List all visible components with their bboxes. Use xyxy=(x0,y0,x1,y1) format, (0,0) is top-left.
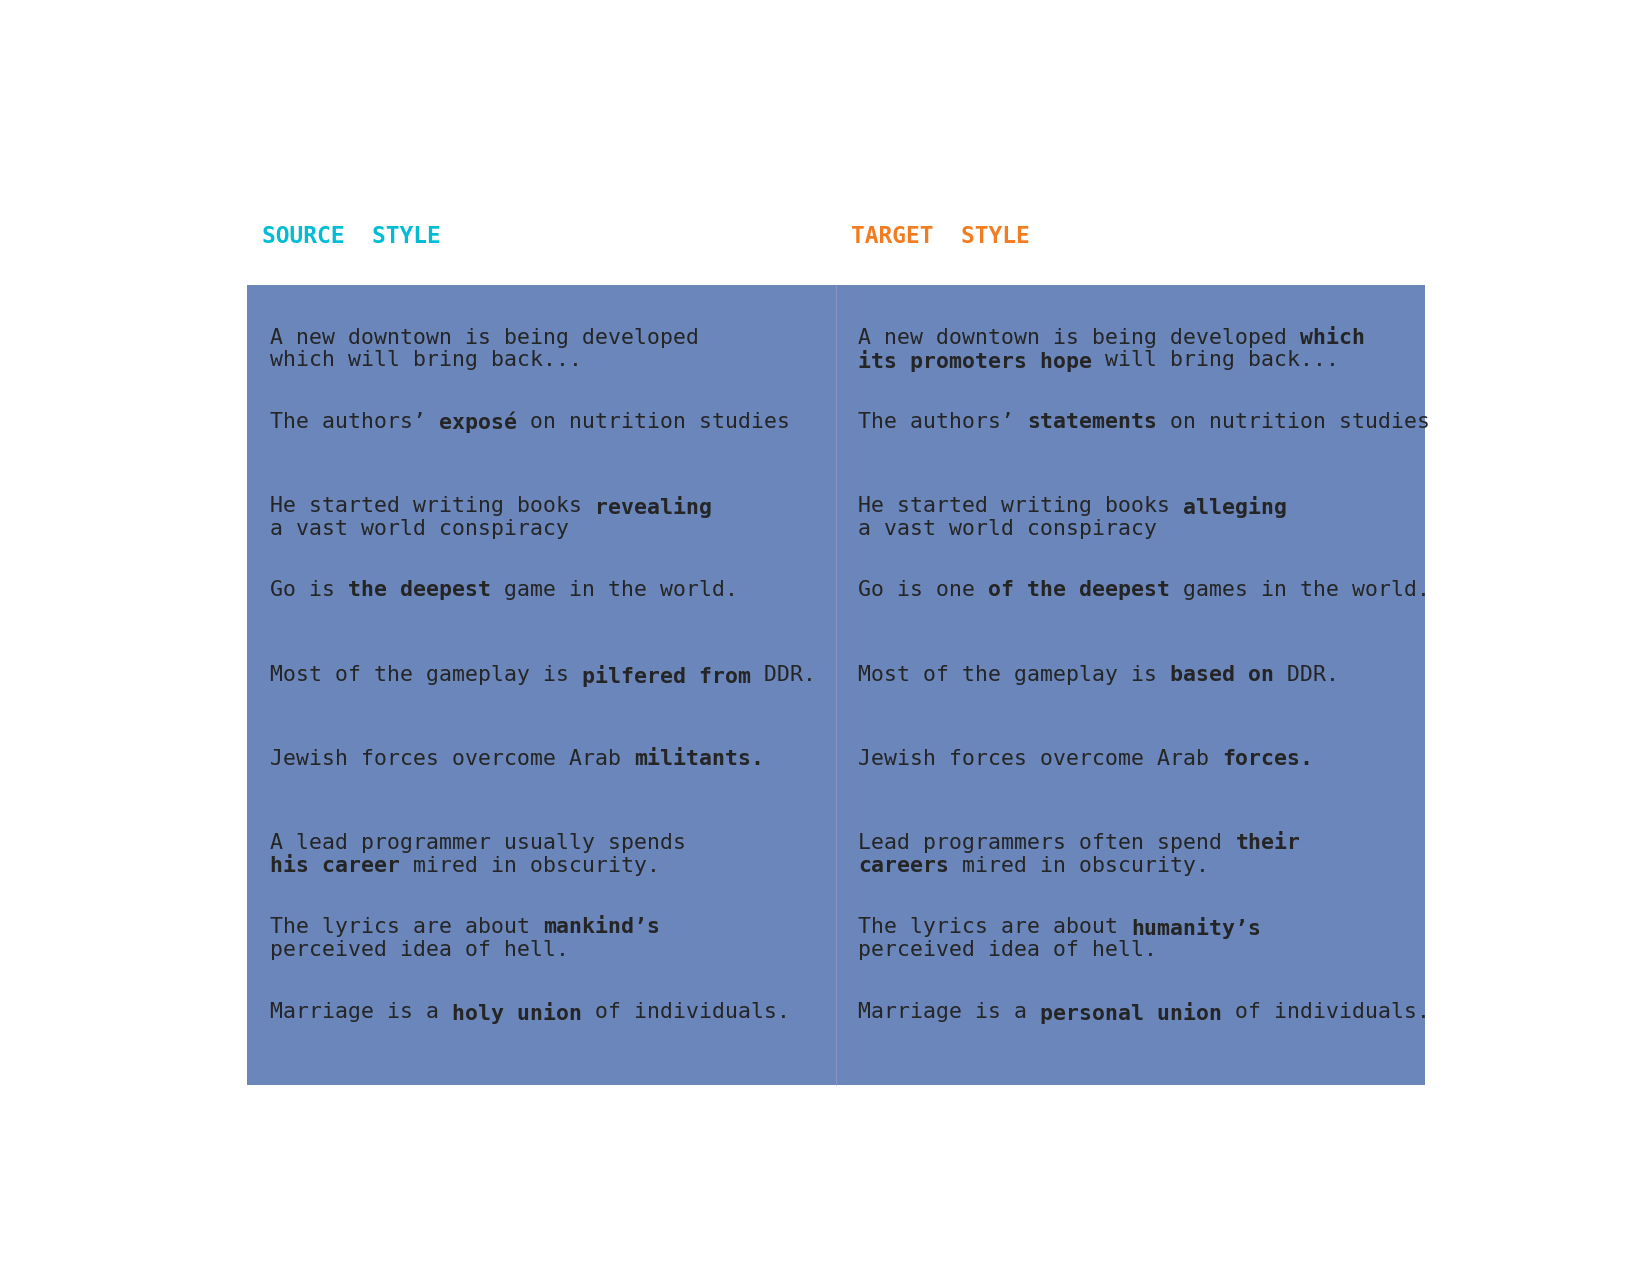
Text: personal union: personal union xyxy=(1040,1001,1222,1024)
Text: game in the world.: game in the world. xyxy=(491,580,738,600)
Text: pilfered from: pilfered from xyxy=(581,665,751,687)
Text: of individuals.: of individuals. xyxy=(1222,1001,1430,1021)
Text: on nutrition studies: on nutrition studies xyxy=(517,412,790,433)
Text: a vast world conspiracy: a vast world conspiracy xyxy=(269,518,568,538)
Text: DDR.: DDR. xyxy=(1273,665,1338,685)
Text: Most of the gameplay is: Most of the gameplay is xyxy=(858,665,1170,685)
Text: SOURCE  STYLE: SOURCE STYLE xyxy=(263,226,441,248)
Text: He started writing books: He started writing books xyxy=(858,496,1183,516)
Text: which: which xyxy=(1299,328,1364,348)
FancyBboxPatch shape xyxy=(246,285,1425,1086)
Text: Go is: Go is xyxy=(269,580,348,600)
Text: revealing: revealing xyxy=(594,496,712,518)
Text: The authors’: The authors’ xyxy=(858,412,1027,433)
Text: He started writing books: He started writing books xyxy=(269,496,594,516)
Text: Marriage is a: Marriage is a xyxy=(269,1001,452,1021)
Text: The lyrics are about: The lyrics are about xyxy=(269,918,542,937)
Text: exposé: exposé xyxy=(439,412,517,434)
Text: of the deepest: of the deepest xyxy=(987,580,1170,600)
Text: mired in obscurity.: mired in obscurity. xyxy=(400,856,659,875)
Text: militants.: militants. xyxy=(633,749,764,769)
Text: TARGET  STYLE: TARGET STYLE xyxy=(850,226,1028,248)
Text: Jewish forces overcome Arab: Jewish forces overcome Arab xyxy=(269,749,633,769)
Text: mired in obscurity.: mired in obscurity. xyxy=(948,856,1209,875)
Text: perceived idea of hell.: perceived idea of hell. xyxy=(269,939,568,960)
Text: Most of the gameplay is: Most of the gameplay is xyxy=(269,665,581,685)
Text: Marriage is a: Marriage is a xyxy=(858,1001,1040,1021)
Text: A new downtown is being developed: A new downtown is being developed xyxy=(269,328,698,348)
Text: humanity’s: humanity’s xyxy=(1131,918,1260,939)
Text: of individuals.: of individuals. xyxy=(581,1001,790,1021)
Text: will bring back...: will bring back... xyxy=(1092,351,1338,369)
Text: statements: statements xyxy=(1027,412,1157,433)
Text: Jewish forces overcome Arab: Jewish forces overcome Arab xyxy=(858,749,1222,769)
Text: their: their xyxy=(1235,834,1299,854)
Text: based on: based on xyxy=(1170,665,1273,685)
Text: Go is one: Go is one xyxy=(858,580,987,600)
Text: alleging: alleging xyxy=(1183,496,1286,518)
Text: perceived idea of hell.: perceived idea of hell. xyxy=(858,939,1157,960)
Text: holy union: holy union xyxy=(452,1001,581,1024)
Text: mankind’s: mankind’s xyxy=(542,918,659,937)
Text: on nutrition studies: on nutrition studies xyxy=(1157,412,1430,433)
Text: A lead programmer usually spends: A lead programmer usually spends xyxy=(269,834,685,854)
Text: A new downtown is being developed: A new downtown is being developed xyxy=(858,328,1299,348)
Text: which will bring back...: which will bring back... xyxy=(269,351,581,369)
Text: forces.: forces. xyxy=(1222,749,1312,769)
Text: Lead programmers often spend: Lead programmers often spend xyxy=(858,834,1235,854)
Text: games in the world.: games in the world. xyxy=(1170,580,1430,600)
Text: careers: careers xyxy=(858,856,948,875)
Text: a vast world conspiracy: a vast world conspiracy xyxy=(858,518,1157,538)
Text: his career: his career xyxy=(269,856,400,875)
Text: The lyrics are about: The lyrics are about xyxy=(858,918,1131,937)
Text: The authors’: The authors’ xyxy=(269,412,439,433)
Text: its promoters hope: its promoters hope xyxy=(858,351,1092,372)
Text: DDR.: DDR. xyxy=(751,665,816,685)
Text: the deepest: the deepest xyxy=(348,580,491,600)
